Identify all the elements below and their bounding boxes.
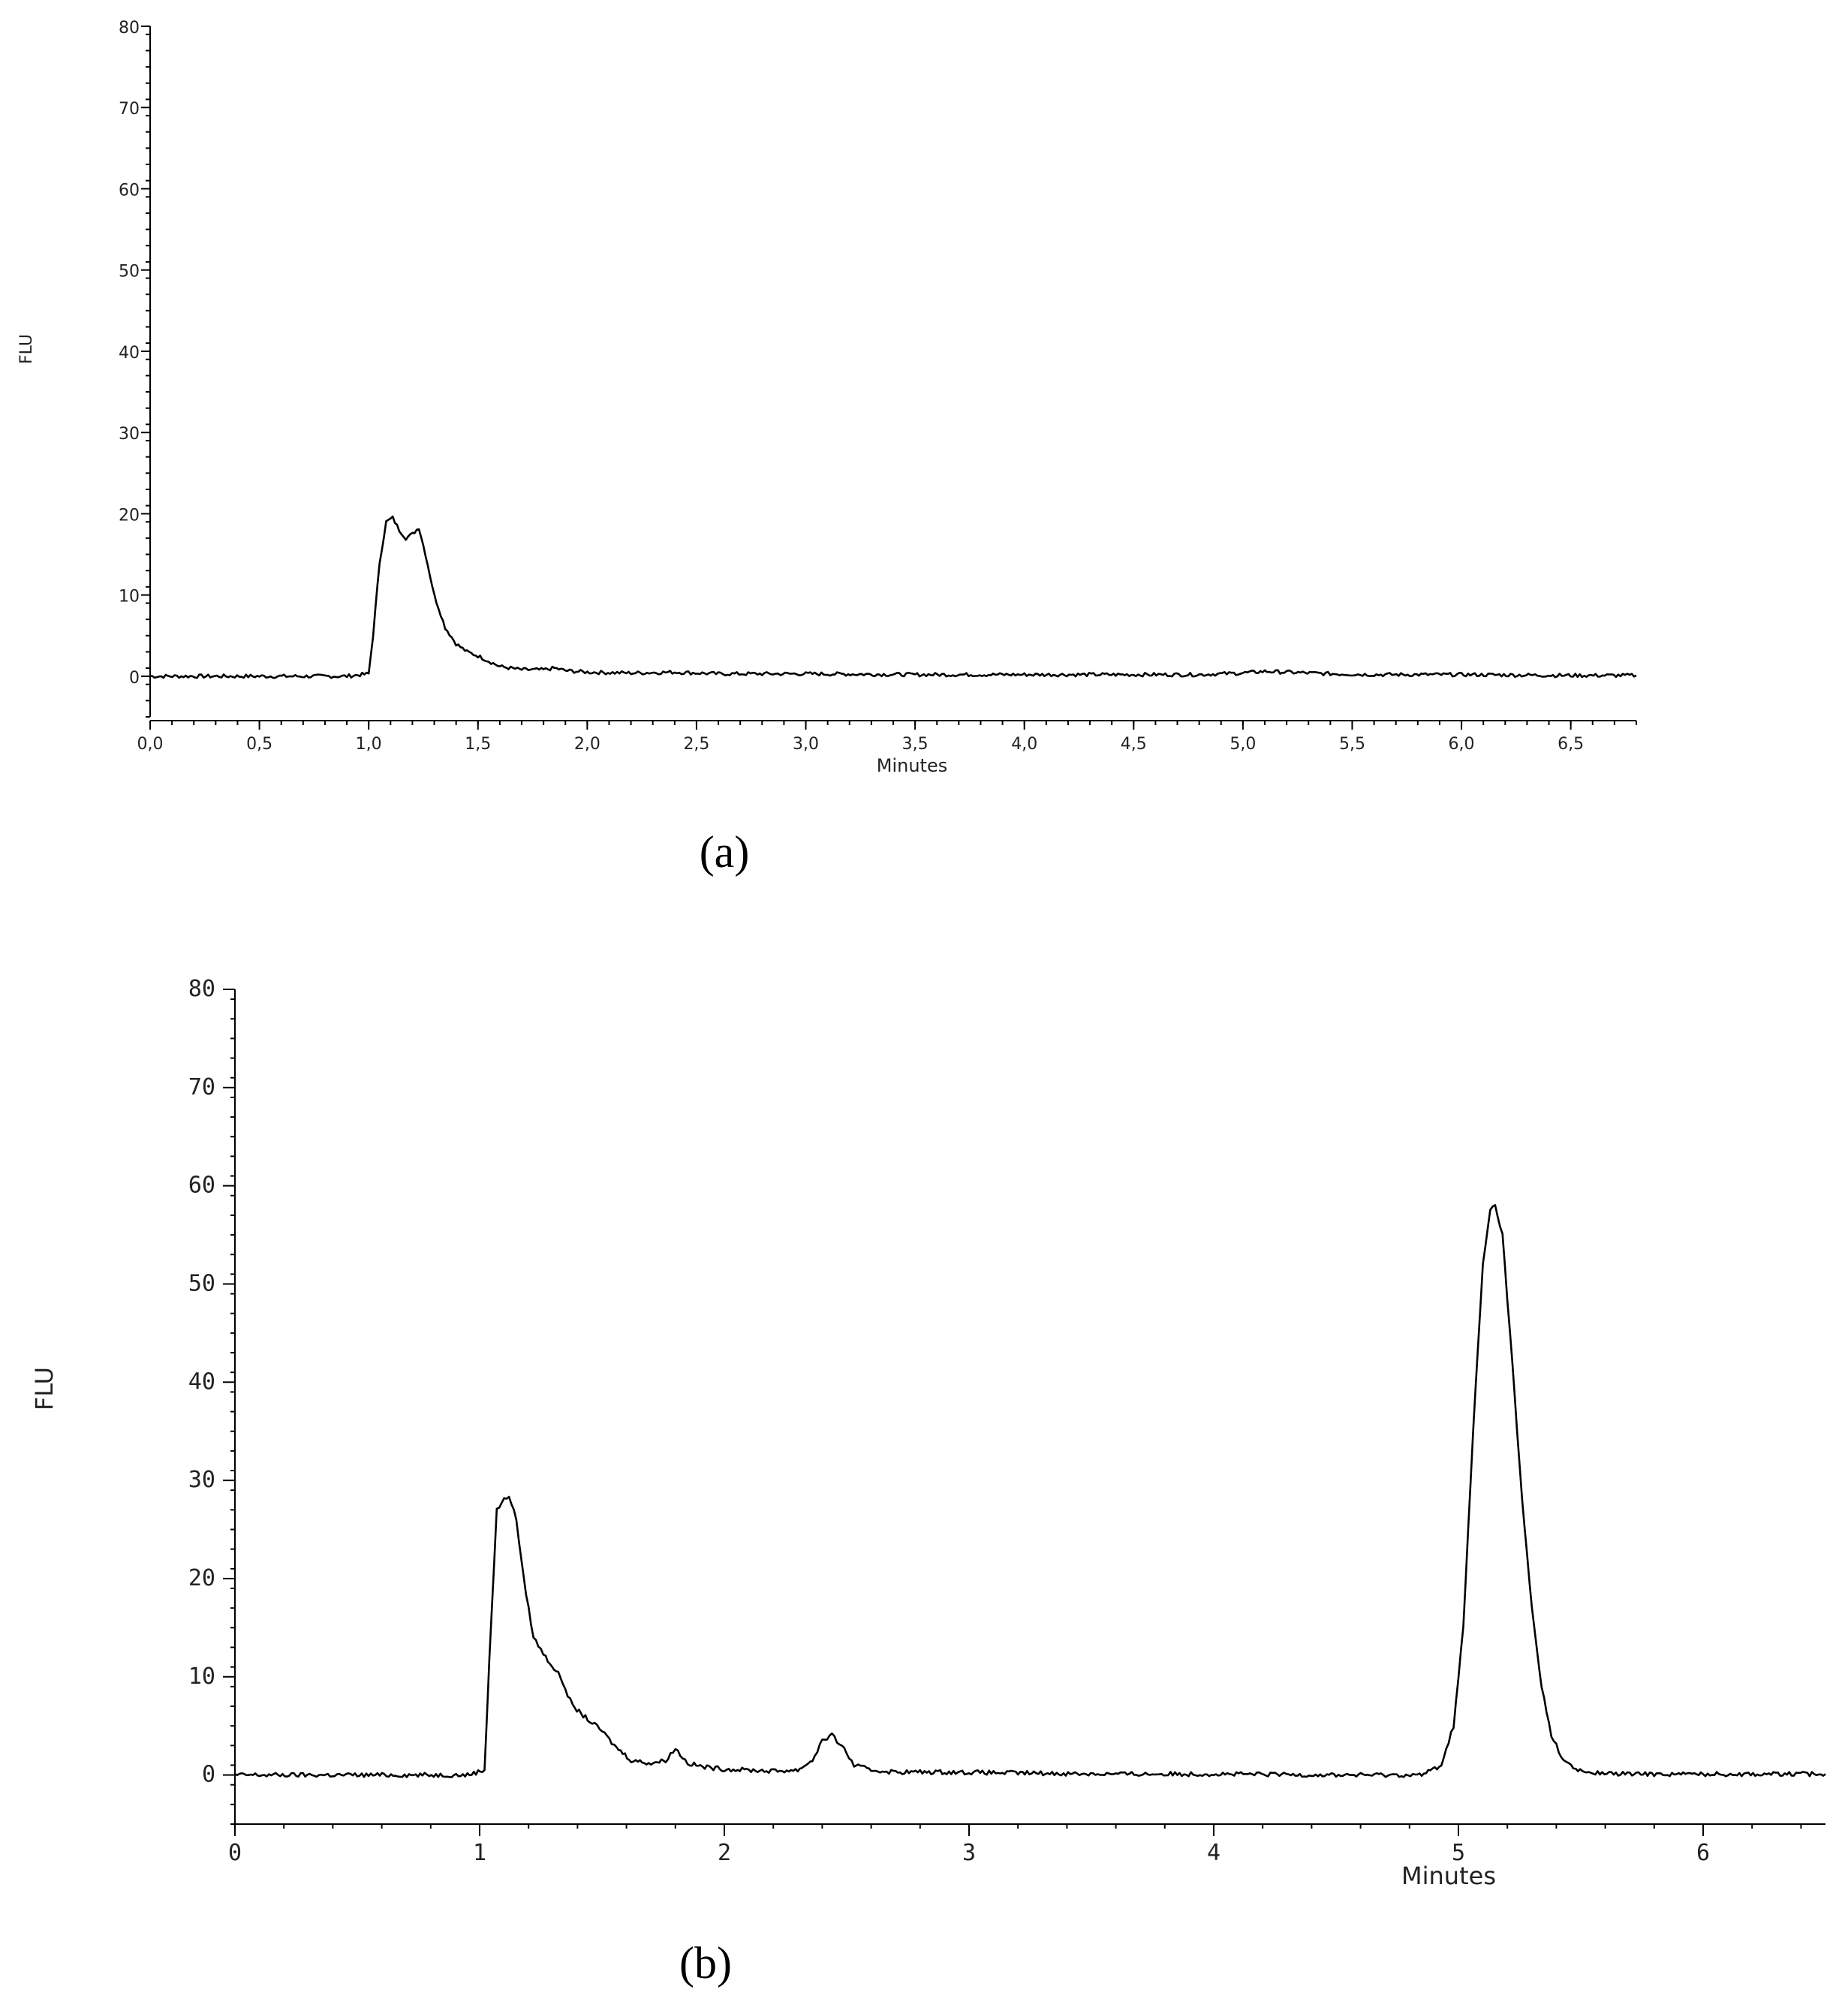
x-tick-label: 6 (1696, 1840, 1710, 1866)
y-tick-label: 40 (119, 344, 140, 363)
x-tick-label: 2,0 (574, 735, 600, 754)
x-tick-label: 3,5 (902, 735, 929, 754)
y-tick-label: 0 (129, 669, 140, 688)
y-tick-label: 80 (188, 976, 215, 1002)
x-tick-label: 5,5 (1339, 735, 1365, 754)
chromatogram-trace (234, 1204, 1826, 1778)
x-tick-label: 5 (1452, 1840, 1465, 1866)
x-tick-label: 2 (718, 1840, 731, 1866)
x-tick-label: 5,0 (1229, 735, 1256, 754)
x-tick-label: 2,5 (683, 735, 709, 754)
x-tick-label: 6,0 (1449, 735, 1475, 754)
y-tick-label: 30 (119, 425, 140, 444)
panel-label: (b) (679, 1938, 732, 1988)
x-tick-label: 3 (962, 1840, 976, 1866)
x-tick-label: 6,5 (1558, 735, 1584, 754)
x-tick-label: 3,0 (793, 735, 819, 754)
y-tick-label: 10 (119, 588, 140, 607)
y-tick-label: 30 (188, 1467, 215, 1493)
x-tick-label: 1,5 (465, 735, 491, 754)
x-axis-label: Minutes (877, 755, 947, 776)
x-tick-label: 1 (473, 1840, 486, 1866)
y-tick-label: 60 (188, 1173, 215, 1199)
y-tick-label: 20 (188, 1565, 215, 1591)
chart-panel-a: 0 10 20 30 40 50 60 70 80 0,0 0,5 1,0 1,5 2,0 2,5 3,0 3,… (17, 19, 1637, 877)
y-tick-label: 10 (188, 1663, 215, 1690)
y-axis-label: FLU (30, 1367, 59, 1410)
y-tick-label: 70 (188, 1074, 215, 1100)
y-tick-label: 70 (119, 100, 140, 119)
chart-panel-b: 0 10 20 30 40 50 60 70 80 0 1 2 3 4 5 6 Minutes FLU (b) (30, 976, 1826, 1988)
x-tick-label: 0,0 (137, 735, 164, 754)
y-tick-label: 20 (119, 506, 140, 525)
y-tick-label: 0 (202, 1762, 215, 1788)
y-axis-label: FLU (17, 334, 36, 364)
chromatogram-trace (149, 515, 1637, 679)
y-tick-label: 50 (188, 1270, 215, 1296)
y-tick-label: 80 (119, 19, 140, 38)
x-tick-label: 4,5 (1121, 735, 1147, 754)
y-tick-label: 50 (119, 263, 140, 281)
x-tick-label: 4 (1207, 1840, 1220, 1866)
x-tick-label: 0,5 (246, 735, 272, 754)
x-tick-label: 1,0 (356, 735, 382, 754)
x-axis-label: Minutes (1401, 1862, 1496, 1890)
x-tick-label: 0 (228, 1840, 242, 1866)
y-tick-label: 40 (188, 1368, 215, 1395)
y-tick-label: 60 (119, 181, 140, 200)
x-tick-label: 4,0 (1011, 735, 1037, 754)
panel-label: (a) (700, 827, 750, 877)
